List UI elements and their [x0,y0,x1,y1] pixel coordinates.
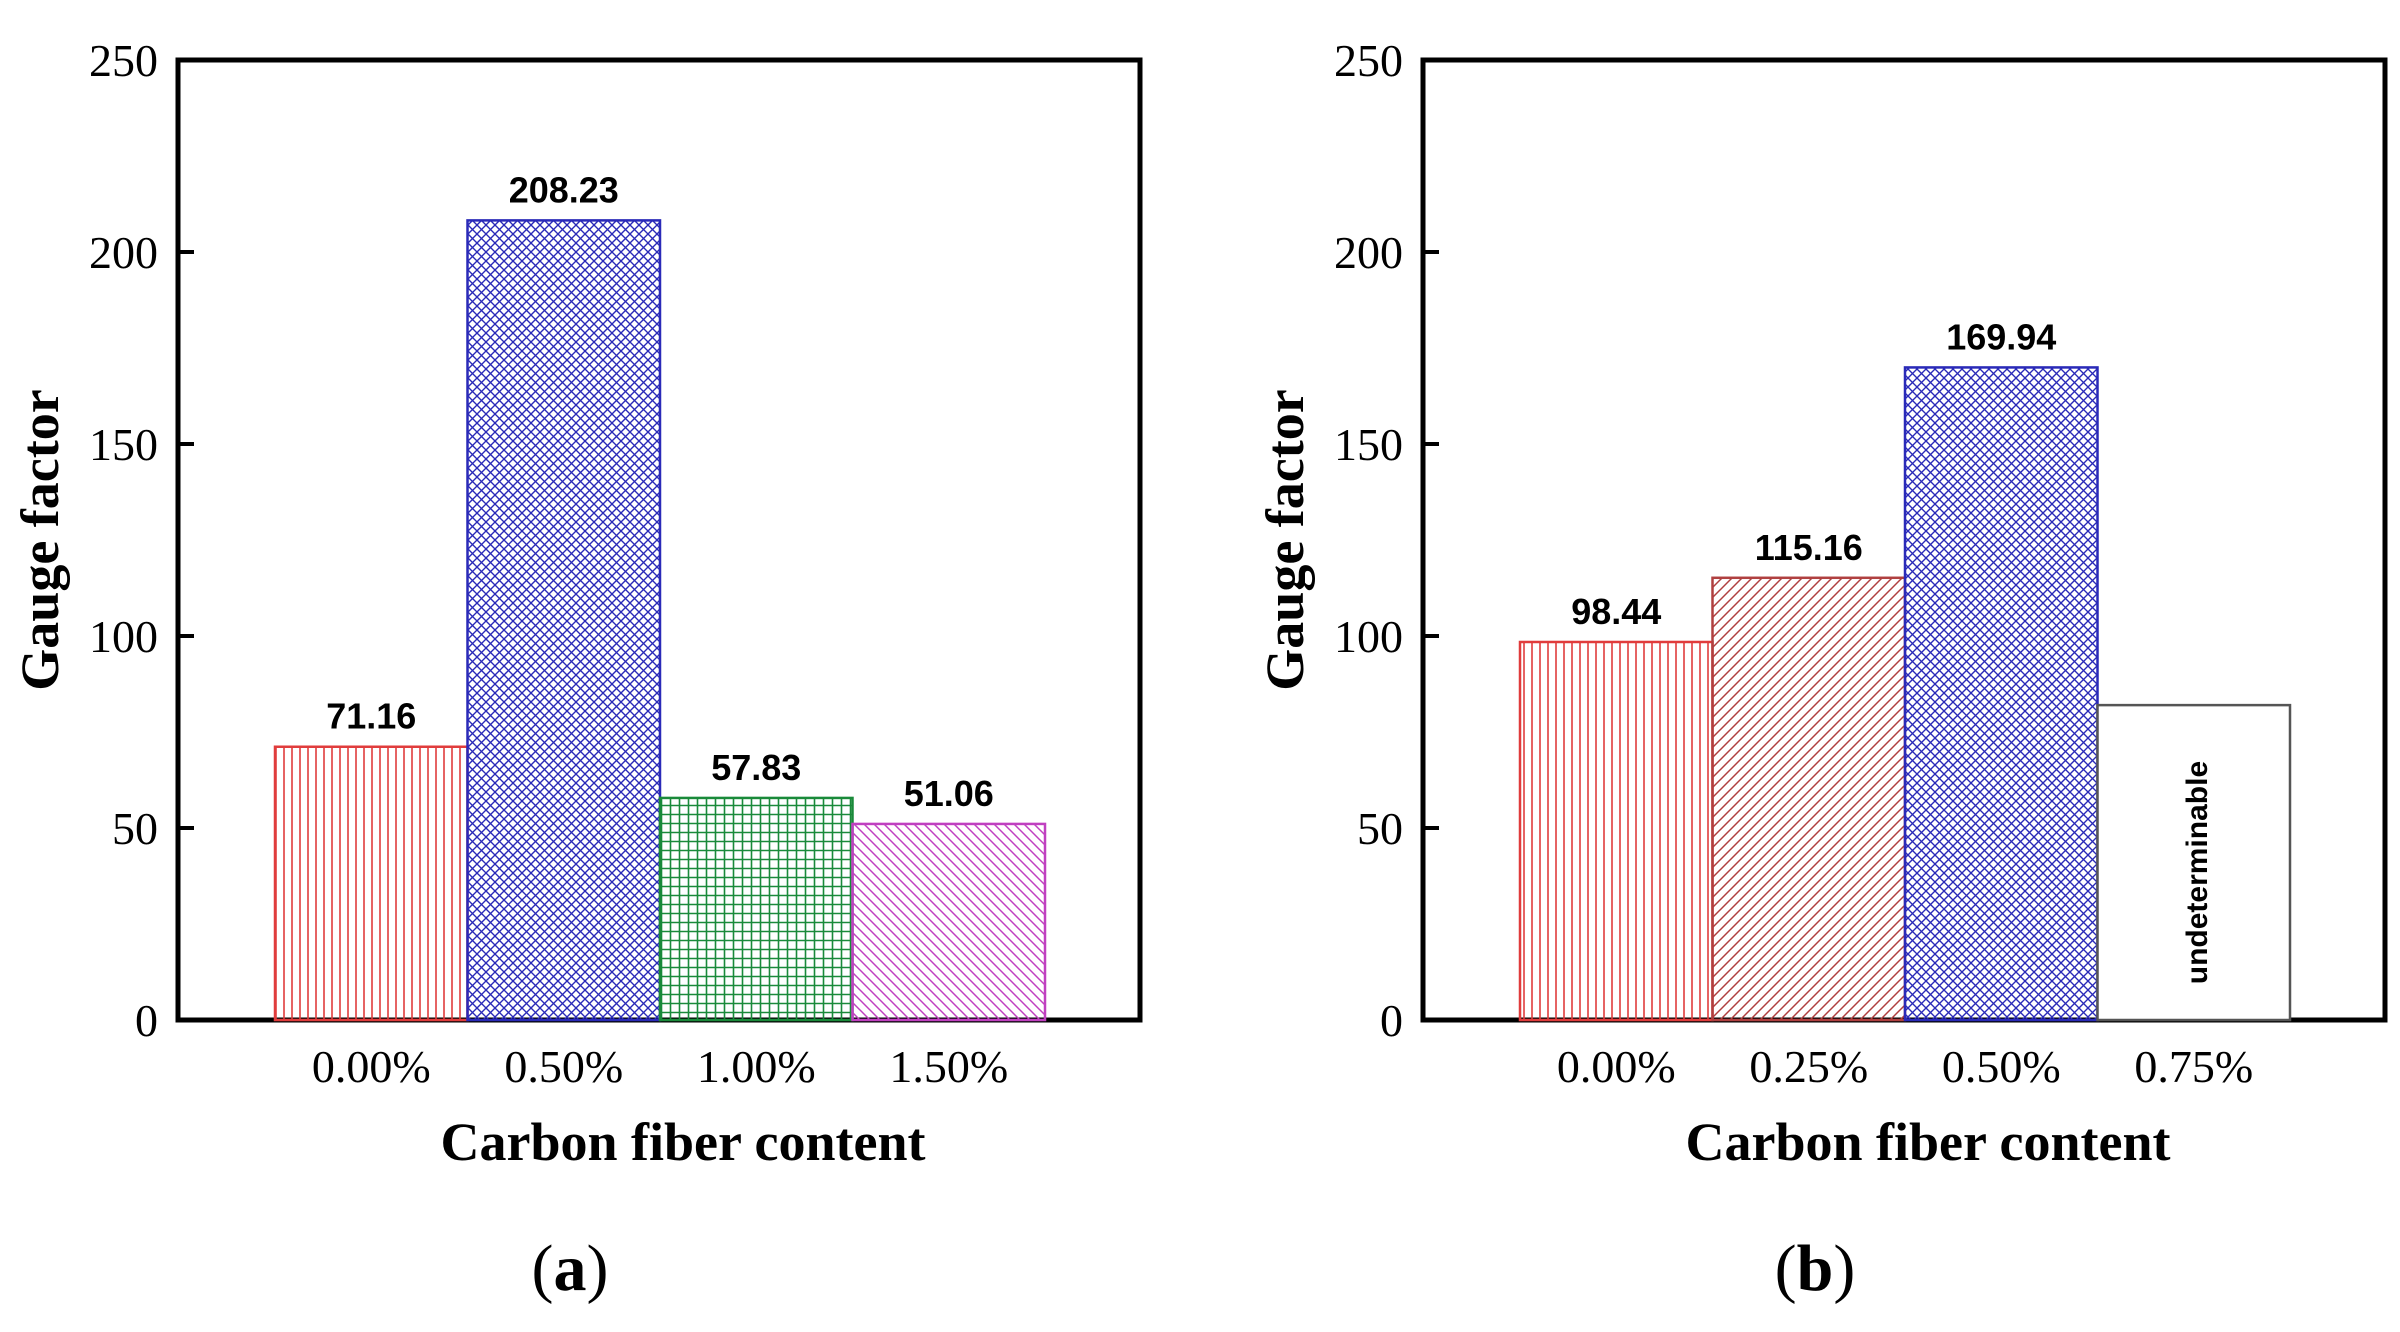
y-tick-label: 100 [89,611,158,662]
x-tick-label: 0.00% [312,1041,431,1092]
x-tick-label: 0.75% [2134,1041,2253,1092]
x-axis-label: Carbon fiber content [441,1112,926,1172]
data-label: 57.83 [711,747,801,788]
data-label: 98.44 [1571,591,1661,632]
data-label: 169.94 [1946,316,2056,357]
bar [658,796,854,1022]
bar [273,745,469,1022]
bar [1903,366,2099,1022]
bar [1711,576,1907,1022]
y-tick-label: 50 [112,803,158,854]
data-label: 71.16 [326,696,416,737]
chart-panel-b: 0 50 100 150 200 250 98.44 115.16 169.94 undeter… [1255,35,2388,1305]
y-tick-label: 0 [135,995,158,1046]
y-tick-label: 0 [1380,995,1403,1046]
y-tick-label: 100 [1334,611,1403,662]
panel-label: (b) [1775,1232,1856,1305]
data-label: undeterminable [2181,761,2214,984]
data-label: 51.06 [904,773,994,814]
data-label: 208.23 [509,169,619,210]
x-axis-label: Carbon fiber content [1686,1112,2171,1172]
y-tick-label: 150 [89,419,158,470]
bar [466,219,662,1022]
x-tick-label: 0.25% [1749,1041,1868,1092]
y-tick-label: 250 [89,35,158,86]
y-tick-label: 50 [1357,803,1403,854]
x-tick-label: 1.50% [889,1041,1008,1092]
x-tick-label: 0.50% [1942,1041,2061,1092]
chart-panel-a: 0 50 100 150 200 250 71.16 208.23 57.83 51.06 0.… [10,35,1143,1305]
panel-label: (a) [532,1232,609,1305]
bar [2096,703,2292,1022]
y-axis-label: Gauge factor [10,389,70,690]
y-tick-label: 250 [1334,35,1403,86]
bar [851,822,1047,1022]
x-tick-label: 0.00% [1557,1041,1676,1092]
data-label: 115.16 [1755,527,1863,568]
bar [1518,640,1714,1022]
y-tick-label: 150 [1334,419,1403,470]
x-tick-label: 0.50% [504,1041,623,1092]
y-tick-label: 200 [89,227,158,278]
x-tick-label: 1.00% [697,1041,816,1092]
y-tick-label: 200 [1334,227,1403,278]
y-axis-label: Gauge factor [1255,389,1315,690]
